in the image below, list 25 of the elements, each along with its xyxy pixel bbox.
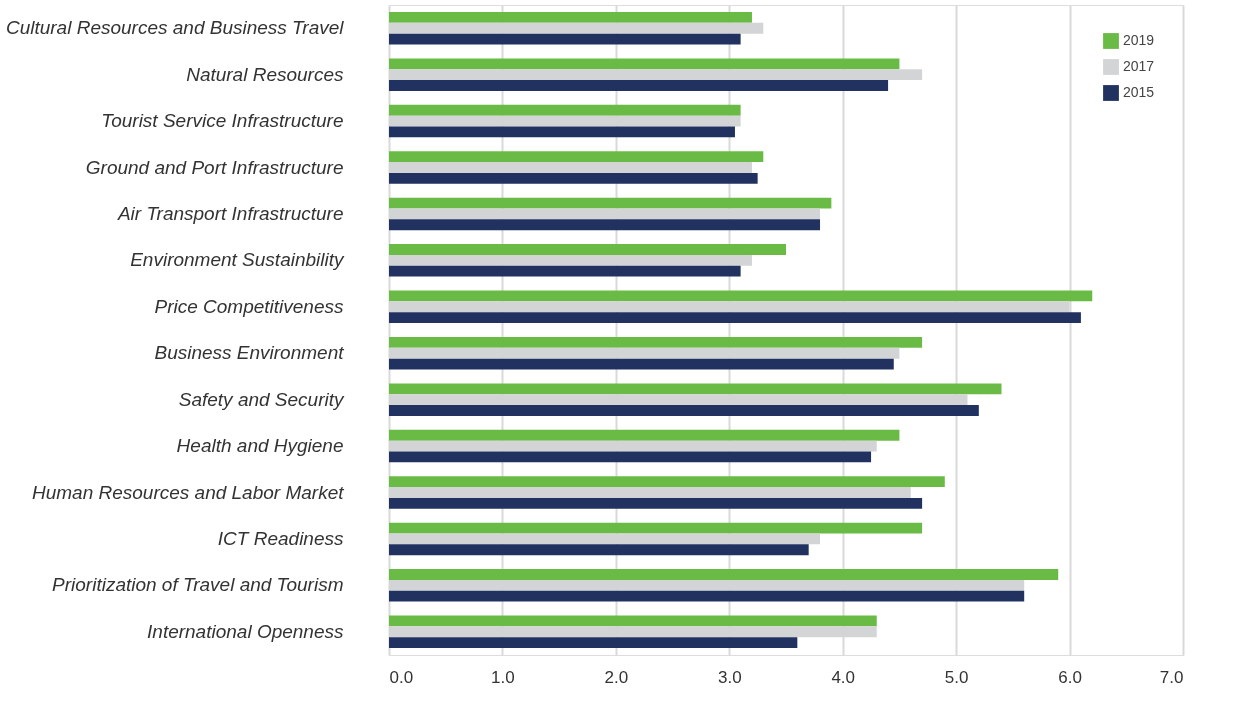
legend-label: 2017 bbox=[1123, 58, 1155, 74]
x-tick-label: 7.0 bbox=[1159, 667, 1184, 687]
legend-label: 2019 bbox=[1123, 32, 1155, 48]
x-tick-label: 0.0 bbox=[389, 667, 414, 687]
x-tick-label: 5.0 bbox=[944, 667, 969, 687]
y-tick-label: Safety and Security bbox=[178, 388, 345, 410]
x-tick-label: 4.0 bbox=[831, 667, 856, 687]
y-tick-label: Price Competitiveness bbox=[154, 295, 344, 317]
y-tick-label: Ground and Port Infrastructure bbox=[85, 156, 344, 178]
legend-label: 2015 bbox=[1123, 84, 1155, 100]
y-tick-label: Prioritization of Travel and Tourism bbox=[52, 574, 344, 596]
y-tick-label: Natural Resources bbox=[186, 63, 344, 85]
y-tick-label: Human Resources and Labor Market bbox=[31, 481, 345, 503]
x-tick-label: 2.0 bbox=[604, 667, 629, 687]
y-tick-label: International Openness bbox=[147, 620, 344, 642]
y-tick-label: Environment Sustainbility bbox=[130, 249, 345, 271]
y-tick-label: ICT Readiness bbox=[217, 527, 344, 549]
y-tick-label: Air Transport Infrastructure bbox=[116, 202, 344, 224]
x-tick-label: 3.0 bbox=[717, 667, 742, 687]
y-tick-label: Tourist Service Infrastructure bbox=[101, 110, 344, 132]
y-tick-label: Cultural Resources and Business Travel bbox=[5, 17, 345, 39]
y-tick-label: Health and Hygiene bbox=[176, 435, 344, 457]
x-tick-label: 6.0 bbox=[1058, 667, 1082, 687]
y-tick-label: Business Environment bbox=[154, 342, 345, 364]
x-tick-label: 1.0 bbox=[491, 667, 515, 687]
